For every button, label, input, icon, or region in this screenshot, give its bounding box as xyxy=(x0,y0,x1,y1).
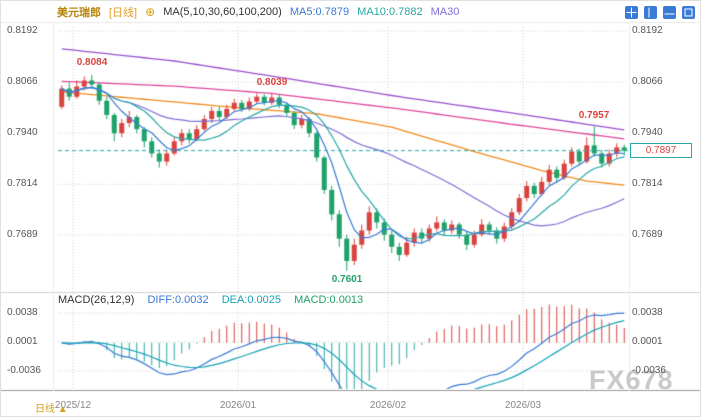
price-tick-right: 0.7940 xyxy=(632,127,663,138)
price-tick-left: 0.8066 xyxy=(7,76,38,87)
layout-grid-button[interactable] xyxy=(624,5,639,20)
month-axis-label: 2026/02 xyxy=(369,400,407,411)
macd-hist-value: MACD:0.0013 xyxy=(294,294,364,306)
swing-high-annotation: 0.7957 xyxy=(578,110,610,121)
price-tick-right: 0.8066 xyxy=(632,76,663,87)
last-price-badge: 0.7897 xyxy=(630,143,692,158)
layout-grid-icon xyxy=(625,6,638,19)
swing-high-annotation: 0.8084 xyxy=(76,57,108,68)
macd-tick-left: 0.0001 xyxy=(7,336,38,347)
ma-settings-label[interactable]: MA(5,10,30,60,100,200) xyxy=(163,6,282,18)
layout-rows-icon xyxy=(663,6,676,19)
chevron-up-icon: ▲ xyxy=(57,404,68,415)
macd-tick-right: 0.0038 xyxy=(632,307,663,318)
month-axis-label: 2026/01 xyxy=(219,400,257,411)
price-tick-right: 0.7689 xyxy=(632,229,663,240)
price-tick-right: 0.8192 xyxy=(632,25,663,36)
swing-high-annotation: 0.8039 xyxy=(256,77,288,88)
price-tick-left: 0.7814 xyxy=(7,178,38,189)
timeframe-label: 日线 xyxy=(35,404,55,415)
macd-header: MACD(26,12,9) DIFF:0.0032 DEA:0.0025 MAC… xyxy=(58,294,373,306)
swing-low-annotation: 0.7601 xyxy=(331,274,363,285)
price-tick-right: 0.7814 xyxy=(632,178,663,189)
price-tick-left: 0.7689 xyxy=(7,229,38,240)
period-label: [日线] xyxy=(109,7,138,19)
month-axis-label: 2025/12 xyxy=(54,400,92,411)
month-axis-label: 2026/03 xyxy=(504,400,542,411)
macd-tick-left: -0.0036 xyxy=(7,365,41,376)
symbol-name: 美元瑞郎 xyxy=(57,7,101,19)
layout-toolbar xyxy=(624,5,696,20)
macd-dea-value: DEA:0.0025 xyxy=(221,294,282,306)
layout-rows-button[interactable] xyxy=(662,5,677,20)
chart-header: 美元瑞郎 [日线] ⊕ MA(5,10,30,60,100,200) MA5:0… xyxy=(1,1,700,23)
layout-columns-icon xyxy=(644,6,657,19)
macd-title[interactable]: MACD(26,12,9) xyxy=(58,294,135,306)
macd-tick-left: 0.0038 xyxy=(7,307,38,318)
layout-fullscreen-icon xyxy=(682,6,695,19)
ma30-value: MA30 xyxy=(430,6,460,18)
macd-diff-value: DIFF:0.0032 xyxy=(147,294,209,306)
macd-tick-right: 0.0001 xyxy=(632,336,663,347)
macd-tick-right: -0.0036 xyxy=(632,365,666,376)
ma10-value: MA10:0.7882 xyxy=(357,6,423,18)
price-tick-left: 0.8192 xyxy=(7,25,38,36)
layout-columns-button[interactable] xyxy=(643,5,658,20)
layout-fullscreen-button[interactable] xyxy=(681,5,696,20)
price-tick-left: 0.7940 xyxy=(7,127,38,138)
fx678-watermark: FX678 xyxy=(589,365,674,395)
add-indicator-icon[interactable]: ⊕ xyxy=(145,5,156,19)
ma5-value: MA5:0.7879 xyxy=(289,6,350,18)
timeframe-selector[interactable]: 日线 ▲ xyxy=(35,400,68,415)
